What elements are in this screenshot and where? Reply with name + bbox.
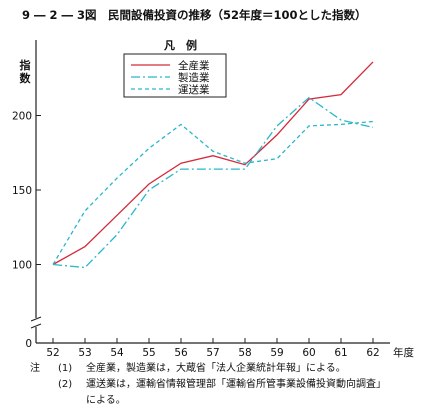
x-tick-label: 53 bbox=[78, 347, 91, 359]
footnote-number: (2) bbox=[58, 379, 73, 390]
legend-label: 全産業 bbox=[178, 59, 210, 72]
footnote-2-continuation: による。 bbox=[86, 395, 126, 406]
axis-break-gap bbox=[31, 318, 41, 327]
footnote-text: 全産業，製造業は，大蔵省「法人企業統計年報」による。 bbox=[86, 363, 346, 374]
axes: 0 100 150 200 52 53 54 55 56 57 58 59 60 61 62 bbox=[12, 40, 390, 359]
legend-title: 凡 例 bbox=[164, 38, 197, 52]
series-line bbox=[52, 61, 374, 266]
y-tick-label: 0 bbox=[25, 338, 32, 350]
x-tick-label: 60 bbox=[302, 347, 315, 359]
x-tick-label: 59 bbox=[270, 347, 283, 359]
x-tick-label: 54 bbox=[110, 347, 124, 359]
series-line bbox=[52, 120, 374, 265]
legend-box bbox=[123, 53, 227, 98]
series-layer bbox=[52, 61, 374, 269]
x-tick-label: 55 bbox=[142, 347, 155, 359]
x-tick-label: 56 bbox=[174, 347, 188, 359]
y-tick-label: 200 bbox=[12, 111, 32, 123]
x-axis-label: 年度 bbox=[393, 346, 414, 359]
axis-break-mark bbox=[30, 316, 42, 322]
line-chart: 9 ― 2 ― 3図 民間設備投資の推移（52年度＝100とした指数） 0 100… bbox=[12, 8, 415, 359]
legend-label: 運送業 bbox=[178, 83, 210, 96]
x-tick-label: 58 bbox=[238, 347, 251, 359]
x-axis-unit: 年度 bbox=[393, 346, 414, 359]
figure-title: 9 ― 2 ― 3図 民間設備投資の推移（52年度＝100とした指数） bbox=[22, 8, 367, 22]
footnote-number: (1) bbox=[58, 363, 73, 374]
x-tick-label: 62 bbox=[366, 347, 379, 359]
y-axis-label-char: 指 bbox=[20, 58, 31, 72]
y-axis-label-char: 数 bbox=[20, 71, 32, 85]
series-line bbox=[52, 96, 374, 269]
footnote-text: 運送業は，運輸省情報管理部「運輸省所管事業設備投資動向調査」 bbox=[86, 379, 386, 390]
footnote-1: 注 (1) 全産業，製造業は，大蔵省「法人企業統計年報」による。 bbox=[30, 361, 420, 377]
x-tick-label: 61 bbox=[334, 347, 347, 359]
footnote-2: (2) 運送業は，運輸省情報管理部「運輸省所管事業設備投資動向調査」 bbox=[30, 377, 420, 393]
y-tick-label: 150 bbox=[12, 185, 32, 197]
legend-label: 製造業 bbox=[178, 71, 210, 84]
x-tick-label: 52 bbox=[46, 347, 59, 359]
y-axis-label: 指数 bbox=[20, 58, 32, 85]
footnote-lead: 注 bbox=[30, 363, 40, 374]
footnotes: 注 (1) 全産業，製造業は，大蔵省「法人企業統計年報」による。 (2) 運送業… bbox=[30, 361, 420, 409]
axis-break-mark bbox=[30, 323, 42, 329]
y-tick-label: 100 bbox=[12, 260, 32, 272]
x-tick-label: 57 bbox=[206, 347, 219, 359]
